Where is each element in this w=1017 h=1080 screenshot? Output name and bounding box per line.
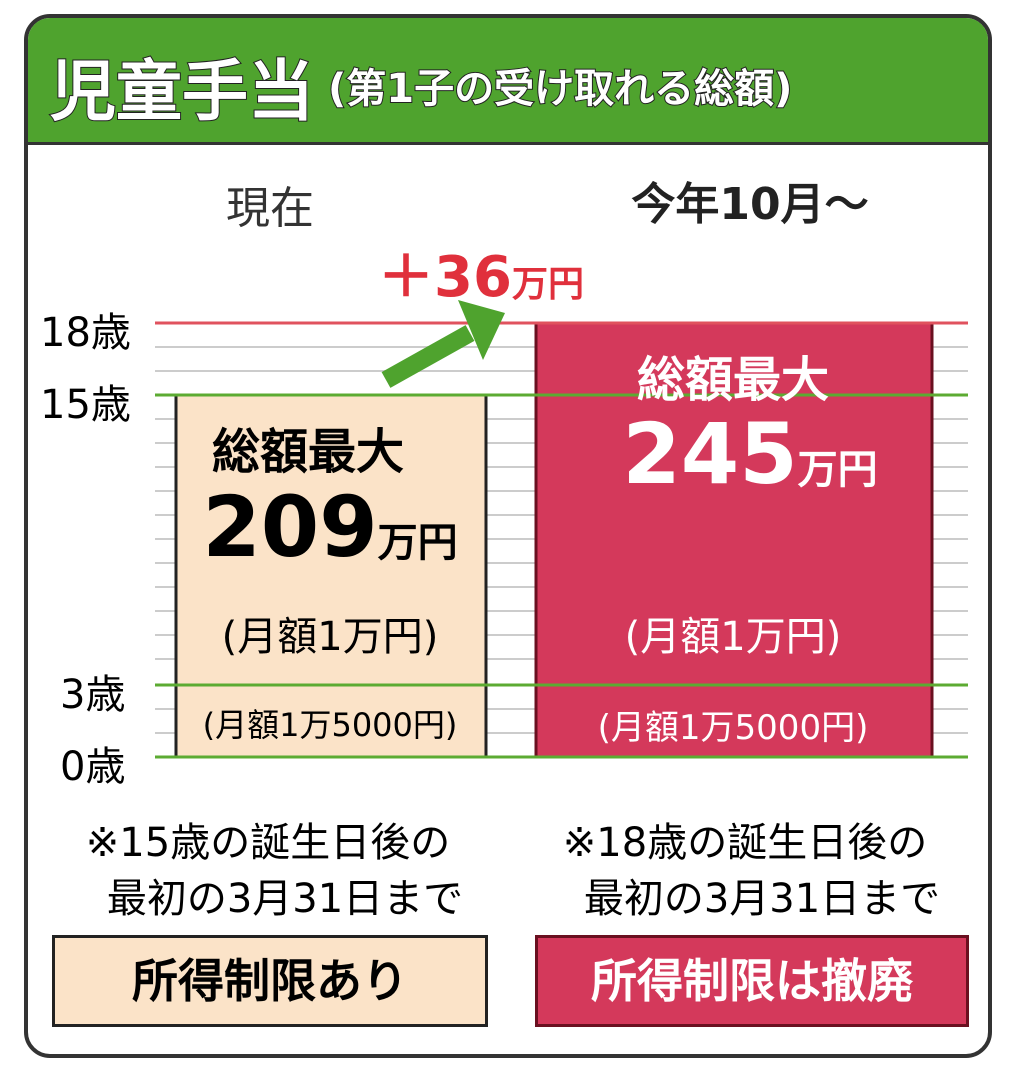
heading: 現在	[226, 183, 314, 234]
arrow	[381, 325, 475, 388]
age-label: 18歳	[40, 310, 131, 356]
current-box	[174, 393, 488, 759]
monthly: (月額1万円)	[221, 614, 439, 660]
note: 最初の3月31日まで	[106, 876, 464, 922]
total-label: 総額最大	[636, 352, 830, 408]
subtitle: (第1子の受け取れる総額)	[327, 65, 793, 113]
title: 児童手当	[49, 52, 315, 131]
note: ※18歳の誕生日後の	[562, 820, 928, 866]
unit: 万円	[377, 520, 458, 566]
amount: 245	[622, 405, 798, 503]
header: 児童手当 (第1子の受け取れる総額)	[28, 18, 988, 145]
age-label: 3歳	[60, 672, 126, 718]
increase-value: ＋36	[378, 245, 512, 310]
total: 209万円	[202, 478, 457, 576]
heading: 今年10月〜	[631, 179, 869, 230]
unit: 万円	[797, 447, 878, 493]
note: ※15歳の誕生日後の	[85, 820, 451, 866]
total: 245万円	[622, 405, 877, 503]
income-limit: 所得制限は撤廃	[535, 935, 969, 1027]
monthly: (月額1万5000円)	[202, 706, 458, 744]
arrow-head	[458, 300, 505, 360]
age-label: 0歳	[60, 744, 126, 790]
increase-unit: 万円	[511, 264, 584, 305]
monthly: (月額1万5000円)	[597, 708, 869, 748]
note: 最初の3月31日まで	[583, 876, 941, 922]
income-limit: 所得制限あり	[52, 935, 488, 1027]
frame: 児童手当 (第1子の受け取れる総額)	[24, 14, 992, 1058]
monthly: (月額1万円)	[624, 614, 842, 660]
amount: 209	[202, 478, 378, 576]
total-label: 総額最大	[211, 424, 405, 480]
age-label: 15歳	[40, 382, 131, 428]
increase: ＋36万円	[378, 232, 584, 313]
